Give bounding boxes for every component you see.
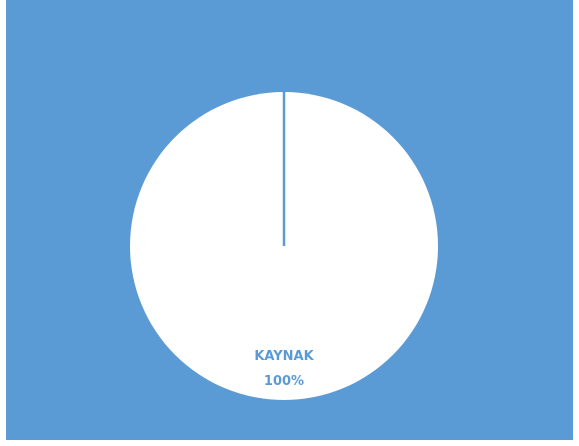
- pie-group: [130, 92, 438, 400]
- chart-area: KAYNAK 100%: [6, 0, 573, 440]
- slice-category-label: KAYNAK: [254, 349, 314, 364]
- slice-percent-label: 100%: [264, 374, 304, 389]
- pie-chart: KAYNAK 100%: [130, 92, 438, 400]
